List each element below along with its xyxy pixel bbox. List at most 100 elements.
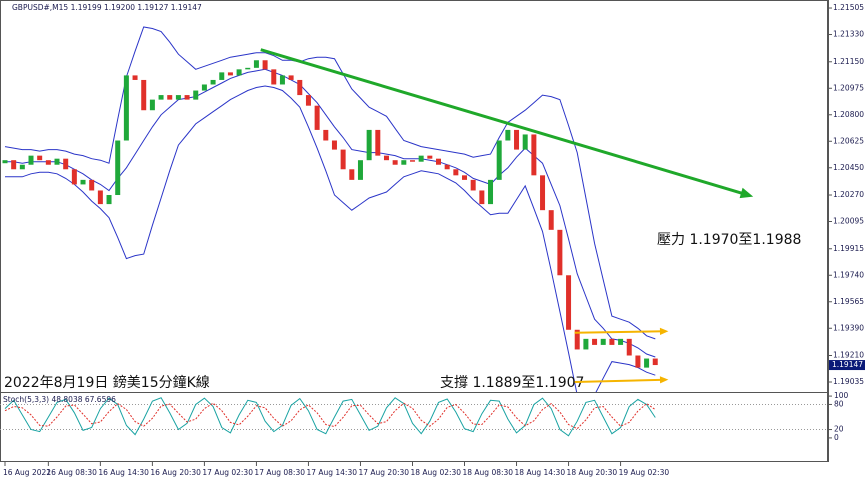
candle: [167, 95, 173, 100]
candle: [279, 75, 285, 85]
x-tick-label: 16 Aug 2022: [3, 468, 51, 477]
candle: [566, 275, 572, 330]
candle: [175, 95, 181, 100]
price-panel: [2, 26, 658, 392]
stoch-panel: [0, 397, 828, 437]
y-tick-label: 1.20270: [833, 190, 864, 199]
candle: [609, 338, 615, 345]
candle: [184, 95, 190, 100]
candle: [236, 69, 242, 76]
candle: [470, 179, 476, 191]
last-price-label: 1.19147: [832, 360, 863, 369]
stoch-line: [4, 402, 656, 430]
candle: [37, 155, 43, 161]
candle: [540, 175, 546, 211]
y-tick-label: 1.19740: [833, 270, 864, 279]
candle: [331, 140, 337, 150]
candle: [531, 134, 537, 176]
x-tick-label: 18 Aug 08:30: [463, 468, 514, 477]
candle: [618, 338, 624, 345]
y-tick-label: 1.20450: [833, 163, 864, 172]
candle: [149, 99, 155, 111]
candle: [141, 79, 147, 111]
candle: [496, 140, 502, 180]
candle: [340, 149, 346, 170]
candle: [444, 164, 450, 170]
y-tick-label: 1.20095: [833, 217, 864, 226]
candle: [375, 129, 381, 156]
bollinger-band: [5, 85, 656, 392]
x-tick-label: 17 Aug 02:30: [202, 468, 253, 477]
y-tick-label: 1.20975: [833, 83, 864, 92]
bollinger-band: [4, 26, 656, 340]
candle: [479, 190, 485, 205]
candle: [158, 95, 164, 100]
candle: [89, 179, 95, 191]
y-tick-label: 1.19210: [833, 351, 864, 360]
candle: [2, 160, 8, 164]
candle: [436, 158, 441, 165]
candle: [652, 358, 658, 366]
candle: [97, 190, 103, 205]
candle: [392, 160, 398, 165]
stoch-tick-label: 20: [834, 425, 844, 434]
x-tick-label: 16 Aug 08:30: [46, 468, 97, 477]
candle: [522, 134, 528, 150]
x-tick-label: 17 Aug 14:30: [306, 468, 357, 477]
candle: [297, 79, 303, 96]
candle: [45, 160, 51, 165]
stoch-tick-label: 100: [834, 391, 849, 400]
y-tick-label: 1.19035: [833, 377, 864, 386]
candle: [514, 129, 520, 150]
arrow-head: [659, 327, 669, 335]
candle: [305, 95, 311, 106]
candle: [505, 129, 511, 141]
arrow-head: [659, 376, 669, 384]
x-tick-label: 17 Aug 08:30: [254, 468, 305, 477]
last-price-box: [829, 360, 865, 371]
candle: [314, 105, 320, 130]
chart-caption: 2022年8月19日 鎊美15分鐘K線: [4, 374, 210, 391]
y-tick-label: 1.20800: [833, 110, 864, 119]
candle: [54, 158, 60, 165]
symbol-header: GBPUSD#,M15 1.19199 1.19200 1.19127 1.19…: [12, 3, 202, 12]
x-tick-label: 18 Aug 02:30: [410, 468, 461, 477]
support-note: 支撐 1.1889至1.1907: [440, 375, 584, 391]
stoch-tick-label: 80: [834, 399, 844, 408]
candle: [28, 155, 34, 165]
candle: [349, 169, 355, 180]
candle: [357, 160, 363, 180]
candle: [63, 158, 69, 170]
candle: [193, 90, 199, 100]
trend-line: [574, 330, 665, 334]
candle: [583, 338, 589, 350]
candle: [574, 329, 580, 350]
plot-frame: [0, 0, 828, 462]
candle: [323, 129, 329, 141]
x-tick-label: 16 Aug 20:30: [150, 468, 201, 477]
candle: [409, 160, 415, 162]
candle: [548, 210, 554, 230]
candle: [626, 338, 632, 356]
candle: [592, 338, 598, 345]
y-tick-label: 1.21330: [833, 30, 864, 39]
candle: [288, 75, 294, 80]
candle: [401, 160, 407, 165]
candle: [644, 358, 650, 368]
candle: [253, 60, 259, 68]
y-tick-label: 1.19915: [833, 244, 864, 253]
candle: [106, 195, 112, 205]
candle: [366, 129, 372, 161]
candle: [557, 229, 563, 276]
candle: [19, 164, 25, 170]
candle: [635, 355, 641, 368]
candle: [115, 140, 121, 196]
candle: [123, 75, 129, 141]
y-tick-label: 1.21505: [833, 3, 864, 12]
candle: [71, 169, 77, 185]
x-tick-label: 17 Aug 20:30: [358, 468, 409, 477]
y-tick-label: 1.19390: [833, 323, 864, 332]
candle: [262, 60, 268, 70]
candle: [453, 169, 459, 176]
